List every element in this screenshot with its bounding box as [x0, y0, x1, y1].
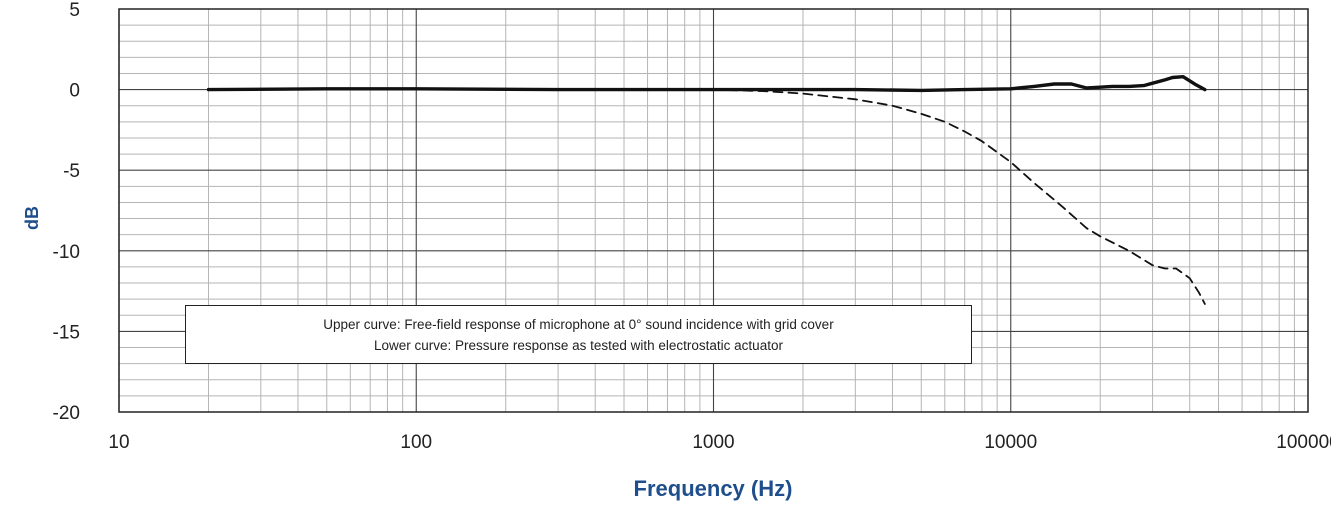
lower-curve-pressure-response — [712, 88, 1206, 305]
curve-legend-box: Upper curve: Free-field response of micr… — [185, 305, 972, 364]
x-tick-label: 100 — [400, 432, 432, 453]
x-tick-label: 1000 — [692, 432, 734, 453]
y-tick-label: -15 — [53, 322, 80, 343]
y-tick-label: -10 — [53, 242, 80, 263]
y-tick-label: 5 — [69, 0, 80, 21]
y-tick-label: 0 — [69, 81, 80, 102]
x-tick-label: 10000 — [984, 432, 1037, 453]
y-axis-label: dB — [22, 206, 42, 230]
x-axis-label: Frequency (Hz) — [634, 476, 793, 501]
upper-curve-free-field-response — [206, 74, 1207, 93]
x-tick-labels: 10 100 1000 10000 100000 — [108, 432, 1331, 453]
y-tick-label: -20 — [53, 403, 80, 424]
plot-border — [118, 8, 1309, 413]
y-tick-labels: 5 0 -5 -10 -15 -20 — [53, 0, 80, 424]
legend-line-upper: Upper curve: Free-field response of micr… — [323, 316, 834, 332]
y-tick-label: -5 — [63, 161, 80, 182]
x-tick-label: 100000 — [1276, 432, 1331, 453]
legend-line-lower: Lower curve: Pressure response as tested… — [374, 337, 783, 353]
x-tick-label: 10 — [108, 432, 129, 453]
plot-frame — [118, 8, 1309, 413]
series-layer — [206, 74, 1207, 305]
